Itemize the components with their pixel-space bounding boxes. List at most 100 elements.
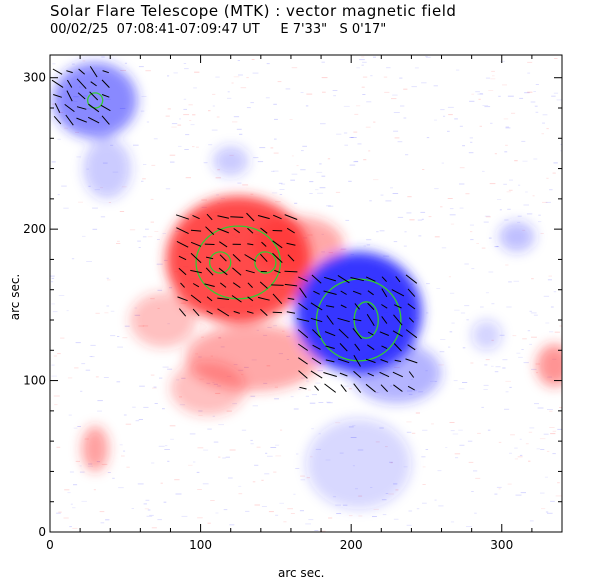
noise-speck <box>527 72 531 74</box>
field-vector <box>233 310 240 314</box>
noise-speck <box>469 137 473 139</box>
noise-speck <box>157 289 163 291</box>
noise-speck <box>201 199 207 201</box>
noise-speck <box>79 465 82 467</box>
noise-speck <box>357 143 362 145</box>
noise-speck <box>517 215 522 217</box>
noise-speck <box>491 365 494 367</box>
noise-speck <box>530 101 536 103</box>
noise-speck <box>358 515 363 517</box>
noise-speck <box>293 408 299 410</box>
noise-speck <box>51 375 57 377</box>
noise-speck <box>534 403 539 405</box>
field-vector <box>272 252 283 263</box>
noise-speck <box>118 487 124 489</box>
noise-speck <box>471 268 475 270</box>
noise-speck <box>545 511 549 513</box>
noise-speck <box>464 263 469 265</box>
noise-speck <box>491 303 495 305</box>
noise-speck <box>448 114 453 116</box>
noise-speck <box>459 207 464 209</box>
noise-speck <box>275 455 282 457</box>
noise-speck <box>315 189 319 191</box>
noise-speck <box>196 146 199 148</box>
noise-speck <box>503 183 507 185</box>
noise-speck <box>68 414 72 416</box>
noise-speck <box>332 90 338 91</box>
field-vector <box>407 288 416 297</box>
field-vector <box>392 330 403 337</box>
noise-speck <box>81 500 87 502</box>
noise-speck <box>50 275 55 277</box>
noise-speck <box>526 213 533 215</box>
noise-speck <box>291 155 294 157</box>
noise-speck <box>536 448 540 450</box>
noise-speck <box>183 63 187 64</box>
noise-speck <box>85 369 91 371</box>
noise-speck <box>449 292 455 294</box>
noise-speck <box>227 97 232 99</box>
noise-speck <box>328 205 334 207</box>
noise-speck <box>121 455 125 457</box>
noise-speck <box>250 395 256 397</box>
field-vector <box>367 302 375 310</box>
noise-speck <box>153 386 157 388</box>
noise-speck <box>420 211 426 213</box>
noise-speck <box>336 133 342 135</box>
noise-speck <box>252 405 258 407</box>
field-vector <box>260 308 268 316</box>
field-vector <box>204 283 215 287</box>
noise-speck <box>272 170 279 172</box>
noise-speck <box>492 75 495 77</box>
noise-speck <box>362 76 368 78</box>
noise-speck <box>156 263 163 265</box>
noise-speck <box>529 343 532 345</box>
noise-speck <box>523 204 529 206</box>
field-vector <box>339 343 348 352</box>
noise-speck <box>450 223 455 225</box>
noise-speck <box>188 464 193 466</box>
noise-speck <box>531 368 537 370</box>
noise-speck <box>560 419 562 421</box>
noise-speck <box>404 231 407 233</box>
field-vector <box>337 274 350 284</box>
noise-speck <box>511 112 516 114</box>
noise-speck <box>365 126 371 128</box>
field-vector <box>393 304 402 309</box>
noise-speck <box>499 209 502 211</box>
field-vector <box>190 294 202 303</box>
negative-polarity-region <box>53 62 138 139</box>
field-vector <box>192 214 200 220</box>
noise-speck <box>529 310 532 312</box>
noise-speck <box>162 408 165 410</box>
noise-speck <box>246 107 251 109</box>
noise-speck <box>51 364 55 366</box>
field-vector <box>324 331 336 337</box>
noise-speck <box>56 446 61 448</box>
noise-speck <box>164 449 170 450</box>
noise-speck <box>532 195 535 197</box>
noise-speck <box>485 359 490 361</box>
noise-speck <box>233 116 240 118</box>
noise-speck <box>279 502 284 504</box>
x-tick-label: 200 <box>340 538 363 552</box>
noise-speck <box>152 387 157 389</box>
noise-speck <box>61 185 67 187</box>
noise-speck <box>392 94 398 96</box>
field-vector <box>286 242 296 246</box>
noise-speck <box>203 449 209 451</box>
field-vector <box>245 269 255 274</box>
noise-speck <box>555 495 562 497</box>
noise-speck <box>145 70 151 72</box>
noise-speck <box>397 216 404 218</box>
noise-speck <box>441 162 444 164</box>
noise-speck <box>167 108 171 110</box>
field-vector <box>326 315 334 325</box>
noise-speck <box>167 368 173 370</box>
noise-speck <box>58 295 65 296</box>
noise-speck <box>64 127 69 129</box>
noise-speck <box>290 179 295 181</box>
field-vector <box>54 103 61 113</box>
noise-speck <box>197 447 204 449</box>
field-vector <box>247 243 254 246</box>
